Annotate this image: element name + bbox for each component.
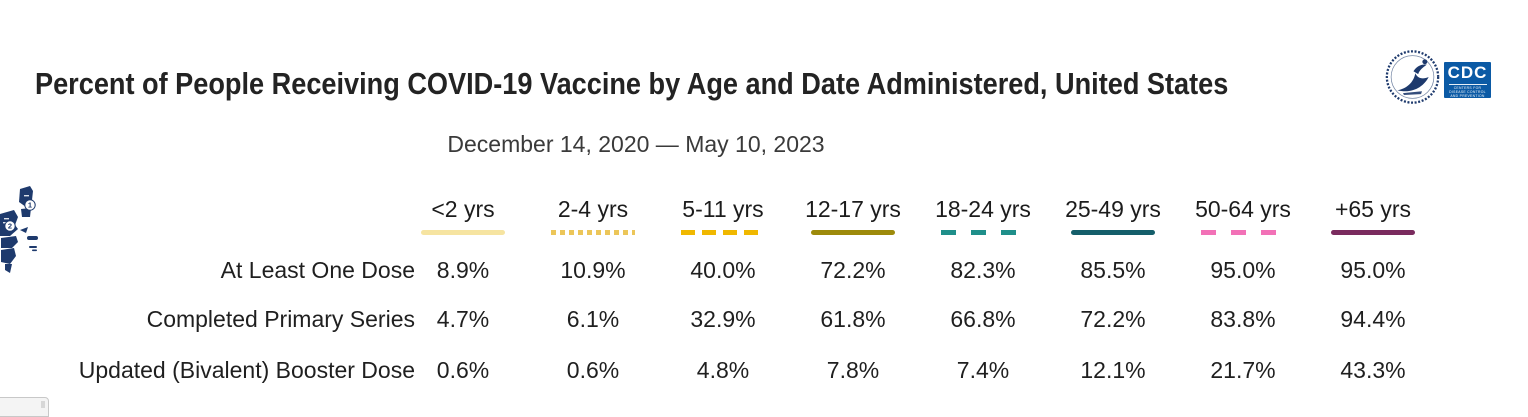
legend-line-12-17: [811, 230, 895, 235]
row-label-completed-primary-series: Completed Primary Series: [146, 305, 415, 332]
column-header-12-17: 12-17 yrs: [788, 196, 918, 246]
legend-line-5-11: [681, 230, 765, 235]
column-header-label: 50-64 yrs: [1195, 196, 1291, 222]
map-callout-1[interactable]: 1: [28, 201, 32, 210]
page-title: Percent of People Receiving COVID-19 Vac…: [35, 66, 1229, 101]
column-header-label: +65 yrs: [1334, 196, 1412, 222]
legend-line-under-2: [421, 230, 505, 235]
table-cell: 32.9%: [690, 305, 756, 332]
table-cell: 72.2%: [1080, 305, 1146, 332]
table-cell: 4.8%: [696, 356, 750, 383]
column-header-18-24: 18-24 yrs: [918, 196, 1048, 246]
column-header-label: 18-24 yrs: [935, 196, 1031, 222]
vaccine-coverage-table: <2 yrs 2-4 yrs 5-11 yrs 12-17 yrs 18-24 …: [33, 196, 1438, 397]
column-header-under-2: <2 yrs: [398, 196, 528, 246]
corner-cell: [33, 196, 398, 246]
map-inset-fragment[interactable]: 1 2: [0, 186, 46, 281]
table-cell: 0.6%: [436, 356, 490, 383]
column-header-label: 2-4 yrs: [557, 196, 629, 222]
table-cell: 0.6%: [566, 356, 620, 383]
legend-line-18-24: [941, 230, 1025, 235]
table-cell: 21.7%: [1210, 356, 1276, 383]
table-cell: 12.1%: [1080, 356, 1146, 383]
table-cell: 43.3%: [1340, 356, 1406, 383]
cdc-logo: CDC Centers for Disease Control and Prev…: [1444, 62, 1491, 98]
table-cell: 61.8%: [820, 305, 886, 332]
table-cell: 66.8%: [950, 305, 1016, 332]
column-header-label: 12-17 yrs: [805, 196, 901, 222]
column-header-label: <2 yrs: [431, 196, 495, 222]
table-cell: 7.8%: [826, 356, 880, 383]
column-header-5-11: 5-11 yrs: [658, 196, 788, 246]
map-callout-2[interactable]: 2: [8, 222, 12, 231]
column-header-label: 5-11 yrs: [682, 196, 764, 222]
table-cell: 40.0%: [690, 257, 756, 283]
panel-corner-button[interactable]: [0, 397, 49, 417]
cdc-logo-tagline: Centers for Disease Control and Preventi…: [1449, 86, 1486, 98]
table-cell: 4.7%: [436, 305, 490, 332]
cdc-logo-text: CDC: [1447, 63, 1488, 82]
table-cell: 6.1%: [566, 305, 620, 332]
table-cell: 83.8%: [1210, 305, 1276, 332]
panel-corner-nub: [41, 401, 45, 408]
table-cell: 94.4%: [1340, 305, 1406, 332]
table-cell: 95.0%: [1210, 257, 1276, 283]
table-cell: 7.4%: [956, 356, 1010, 383]
cdc-logo-divider: [1448, 84, 1487, 85]
legend-line-65-plus: [1331, 230, 1415, 235]
table-cell: 85.5%: [1080, 257, 1146, 283]
row-label-at-least-one-dose: At Least One Dose: [220, 257, 415, 283]
table-cell: 8.9%: [436, 257, 490, 283]
column-header-50-64: 50-64 yrs: [1178, 196, 1308, 246]
table-cell: 10.9%: [560, 257, 626, 283]
legend-line-50-64: [1201, 230, 1285, 235]
table-cell: 95.0%: [1340, 257, 1406, 283]
row-label-updated-bivalent-booster-dose: Updated (Bivalent) Booster Dose: [78, 356, 415, 383]
table-cell: 82.3%: [950, 257, 1016, 283]
column-header-2-4: 2-4 yrs: [528, 196, 658, 246]
column-header-label: 25-49 yrs: [1065, 196, 1161, 222]
table-cell: 72.2%: [820, 257, 886, 283]
column-header-65-plus: +65 yrs: [1308, 196, 1438, 246]
legend-line-25-49: [1071, 230, 1155, 235]
legend-line-2-4: [551, 230, 635, 235]
column-header-25-49: 25-49 yrs: [1048, 196, 1178, 246]
date-range-subtitle: December 14, 2020 — May 10, 2023: [447, 131, 825, 157]
hhs-seal-icon: [1385, 50, 1440, 104]
